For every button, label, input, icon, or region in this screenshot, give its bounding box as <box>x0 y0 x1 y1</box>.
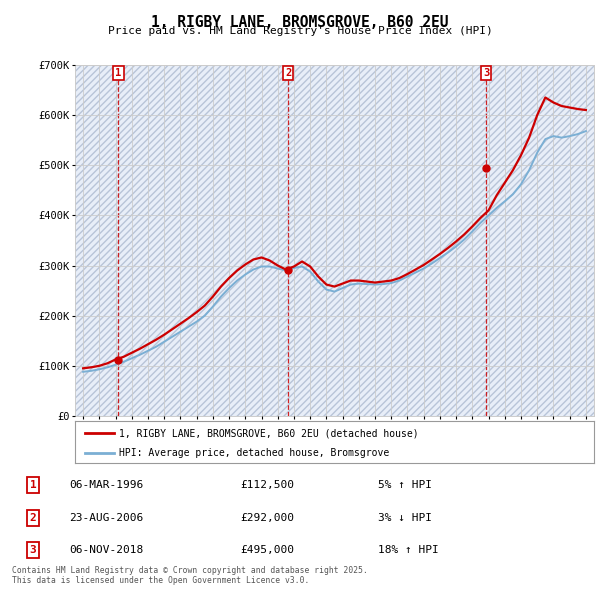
Text: £495,000: £495,000 <box>240 545 294 555</box>
Text: HPI: Average price, detached house, Bromsgrove: HPI: Average price, detached house, Brom… <box>119 448 389 457</box>
Text: Price paid vs. HM Land Registry's House Price Index (HPI): Price paid vs. HM Land Registry's House … <box>107 26 493 36</box>
Text: 1, RIGBY LANE, BROMSGROVE, B60 2EU: 1, RIGBY LANE, BROMSGROVE, B60 2EU <box>151 15 449 30</box>
Text: 23-AUG-2006: 23-AUG-2006 <box>69 513 143 523</box>
Text: 1: 1 <box>115 68 121 78</box>
Text: 2: 2 <box>285 68 291 78</box>
Text: 5% ↑ HPI: 5% ↑ HPI <box>378 480 432 490</box>
Text: 3% ↓ HPI: 3% ↓ HPI <box>378 513 432 523</box>
Text: 18% ↑ HPI: 18% ↑ HPI <box>378 545 439 555</box>
Text: 06-NOV-2018: 06-NOV-2018 <box>69 545 143 555</box>
Text: 06-MAR-1996: 06-MAR-1996 <box>69 480 143 490</box>
Text: 1, RIGBY LANE, BROMSGROVE, B60 2EU (detached house): 1, RIGBY LANE, BROMSGROVE, B60 2EU (deta… <box>119 428 419 438</box>
Text: 1: 1 <box>29 480 37 490</box>
Text: 3: 3 <box>483 68 489 78</box>
Text: Contains HM Land Registry data © Crown copyright and database right 2025.
This d: Contains HM Land Registry data © Crown c… <box>12 566 368 585</box>
Text: £292,000: £292,000 <box>240 513 294 523</box>
Text: £112,500: £112,500 <box>240 480 294 490</box>
Text: 3: 3 <box>29 545 37 555</box>
Text: 2: 2 <box>29 513 37 523</box>
